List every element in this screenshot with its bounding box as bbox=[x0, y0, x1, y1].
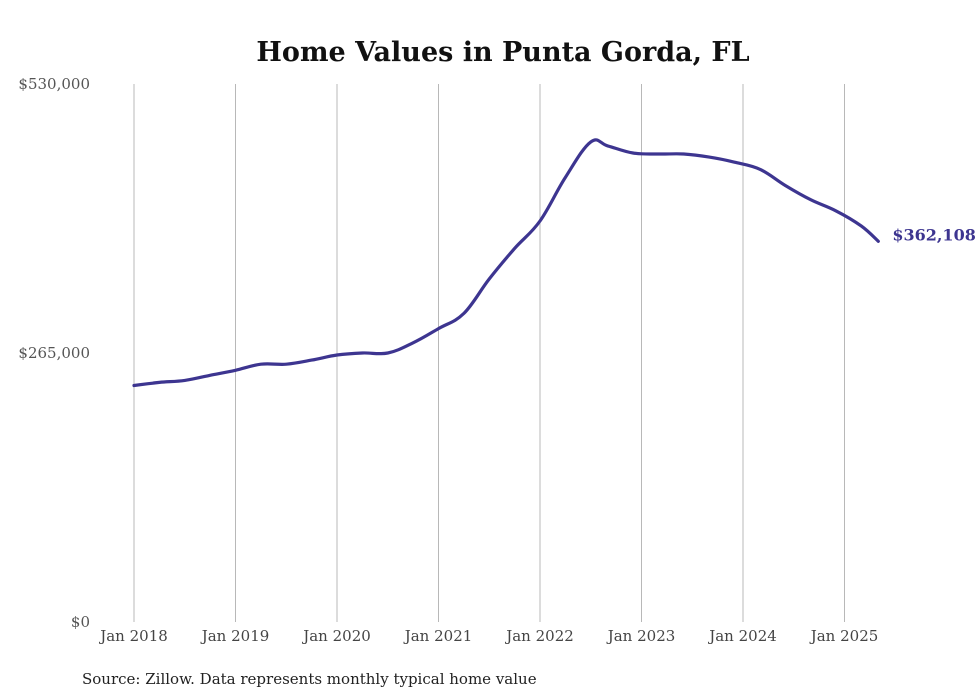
x-tick-label-3: Jan 2021 bbox=[403, 627, 473, 645]
y-tick-label-1: $265,000 bbox=[18, 344, 90, 362]
x-axis: Jan 2018 Jan 2019 Jan 2020 Jan 2021 Jan 2022… bbox=[98, 627, 878, 645]
x-tick-label-6: Jan 2024 bbox=[707, 627, 777, 645]
x-tick-label-2: Jan 2020 bbox=[301, 627, 371, 645]
series-line bbox=[132, 138, 880, 388]
x-tick-label-7: Jan 2025 bbox=[809, 627, 879, 645]
chart-title: Home Values in Punta Gorda, FL bbox=[256, 37, 749, 68]
y-axis: $0 $265,000 $530,000 bbox=[18, 75, 90, 631]
y-tick-label-0: $0 bbox=[71, 613, 90, 631]
x-tick-label-5: Jan 2023 bbox=[606, 627, 676, 645]
x-tick-label-0: Jan 2018 bbox=[98, 627, 168, 645]
source-note: Source: Zillow. Data represents monthly … bbox=[82, 670, 537, 688]
x-tick-label-4: Jan 2022 bbox=[504, 627, 574, 645]
end-value-label: $362,108 bbox=[892, 225, 976, 244]
x-tick-label-1: Jan 2019 bbox=[200, 627, 270, 645]
grid-layer bbox=[133, 84, 845, 622]
y-tick-label-2: $530,000 bbox=[18, 75, 90, 93]
